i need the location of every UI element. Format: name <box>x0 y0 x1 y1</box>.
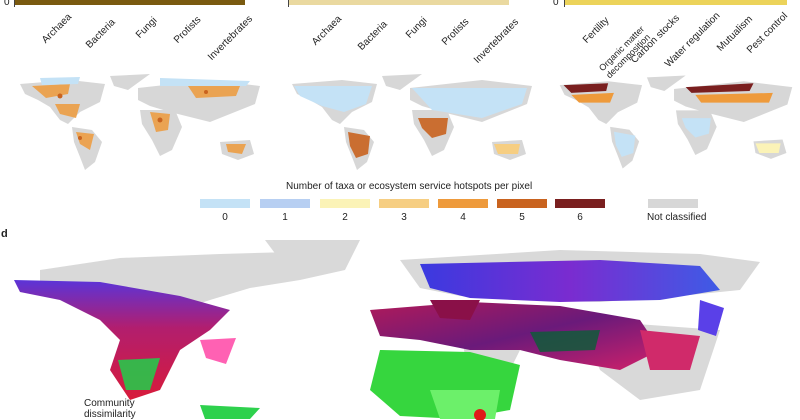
hotspot-overlay-light <box>294 86 527 118</box>
panel-c-y-axis <box>564 0 565 7</box>
panel-c-axis: 0 Fertility Organic matter decomposition… <box>545 0 800 80</box>
legend-label-not-classified: Not classified <box>647 212 707 223</box>
legend-swatch <box>379 199 429 208</box>
legend-swatch <box>200 199 250 208</box>
legend-label: 6 <box>577 212 583 223</box>
panel-b-axis: Archaea Bacteria Fungi Protists Inverteb… <box>270 0 530 66</box>
legend-swatch <box>438 199 488 208</box>
panel-a-tick: Bacteria <box>84 17 118 51</box>
panel-a-tick: Archaea <box>40 11 75 46</box>
hotspot-overlay <box>571 92 773 103</box>
panel-a-tick: Fungi <box>134 15 160 41</box>
legend-swatch-not-classified <box>648 199 698 208</box>
panel-c-baseline-bar <box>565 0 787 5</box>
hotspot-overlay-mid <box>494 144 520 154</box>
legend-label: 0 <box>222 212 228 223</box>
community-overlay-africa <box>370 350 520 420</box>
legend-label: 2 <box>342 212 348 223</box>
panel-b-tick: Bacteria <box>356 19 390 53</box>
legend-label: 3 <box>401 212 407 223</box>
panel-a-tick: Invertebrates <box>206 13 256 63</box>
panel-c-zero-label: 0 <box>553 0 559 8</box>
panel-a-axis: 0 Archaea Bacteria Fungi Protists Invert… <box>0 0 260 63</box>
hotspot-overlay-light <box>613 118 711 157</box>
map-panel-d <box>14 240 760 420</box>
panel-a-baseline-bar <box>15 0 245 5</box>
panel-a-tick: Protists <box>172 14 204 46</box>
map-panel-a <box>20 74 260 170</box>
hotspot-overlay-dark <box>563 83 754 93</box>
legend-swatch <box>320 199 370 208</box>
panel-b-tick: Protists <box>440 16 472 48</box>
legend-swatch <box>497 199 547 208</box>
community-overlay-eurasia <box>370 260 724 370</box>
legend-label: 5 <box>519 212 525 223</box>
panel-b-tick: Invertebrates <box>472 16 522 66</box>
panel-b-tick: Fungi <box>404 15 430 41</box>
hotspot-overlay-dark <box>57 90 208 140</box>
panel-c-tick: Fertility <box>581 15 612 46</box>
panel-b-y-axis <box>288 0 289 7</box>
hotspot-overlay-pale <box>755 143 781 154</box>
panel-d-letter: d <box>1 228 8 240</box>
legend-label: 4 <box>460 212 466 223</box>
map-panel-c <box>559 75 793 169</box>
community-overlay-north-america <box>14 280 260 419</box>
hotspot-overlay <box>348 118 448 158</box>
legend-swatch <box>260 199 310 208</box>
hotspot-overlay-light <box>40 77 250 86</box>
panel-a-zero-label: 0 <box>4 0 10 8</box>
panel-b-tick: Archaea <box>310 13 345 48</box>
panel-a-y-axis <box>14 0 15 7</box>
map-panel-b <box>292 74 532 170</box>
legend-title: Number of taxa or ecosystem service hots… <box>286 181 533 192</box>
colorbar-title: Community dissimilarity <box>84 398 136 420</box>
panel-b-baseline-bar <box>289 0 509 5</box>
legend-label: 1 <box>282 212 288 223</box>
legend-swatch <box>555 199 605 208</box>
